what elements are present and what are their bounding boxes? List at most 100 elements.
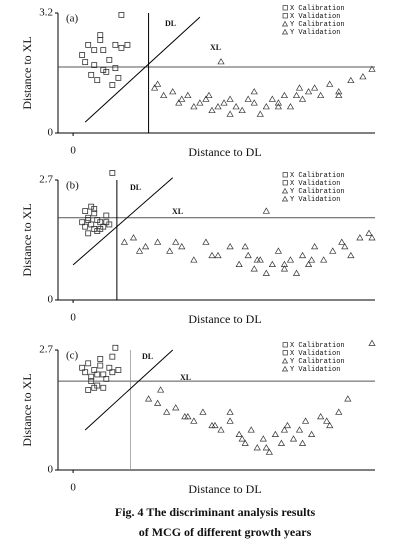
y-axis-label: Distance to XL bbox=[20, 203, 34, 276]
legend-marker bbox=[281, 20, 289, 27]
point bbox=[151, 84, 159, 91]
point bbox=[79, 364, 86, 371]
point bbox=[208, 251, 216, 259]
legend-label: X Calibration bbox=[290, 342, 345, 350]
point bbox=[135, 247, 144, 254]
point bbox=[262, 207, 270, 214]
point bbox=[82, 59, 89, 66]
point bbox=[154, 238, 162, 245]
point bbox=[82, 208, 89, 215]
point bbox=[298, 439, 307, 446]
point bbox=[356, 234, 364, 241]
legend-marker bbox=[281, 365, 289, 372]
point bbox=[103, 68, 110, 75]
point bbox=[79, 219, 86, 226]
diagonal-line bbox=[84, 349, 174, 431]
point bbox=[103, 219, 110, 226]
legend-label: Y Calibration bbox=[290, 21, 345, 29]
point bbox=[106, 56, 113, 63]
point bbox=[298, 251, 307, 259]
y-tick-label: 0 bbox=[48, 464, 54, 476]
x-tick-label: 0 bbox=[70, 482, 76, 494]
legend-label: X Validation bbox=[290, 180, 340, 188]
point bbox=[91, 47, 98, 54]
point bbox=[262, 444, 270, 451]
point bbox=[271, 430, 279, 437]
point bbox=[109, 353, 116, 360]
point bbox=[295, 426, 304, 433]
point bbox=[85, 41, 92, 48]
point bbox=[265, 448, 273, 455]
point bbox=[317, 412, 325, 420]
point bbox=[344, 395, 352, 402]
point bbox=[109, 82, 116, 88]
legend-label: X Calibration bbox=[290, 172, 345, 180]
point bbox=[97, 37, 104, 43]
point bbox=[190, 256, 198, 263]
point bbox=[280, 426, 289, 433]
point bbox=[112, 41, 119, 48]
point bbox=[106, 364, 113, 371]
point bbox=[301, 417, 310, 424]
legend-marker bbox=[282, 342, 288, 348]
xl-label: XL bbox=[210, 43, 221, 52]
point bbox=[253, 256, 261, 263]
point bbox=[160, 91, 168, 99]
point bbox=[79, 52, 86, 58]
point bbox=[175, 99, 183, 106]
point bbox=[88, 221, 95, 228]
legend-marker bbox=[282, 5, 288, 11]
point bbox=[97, 355, 104, 362]
point bbox=[304, 260, 313, 267]
point bbox=[304, 88, 313, 95]
point bbox=[184, 91, 192, 99]
point bbox=[118, 44, 125, 51]
point bbox=[241, 242, 249, 250]
dl-label: DL bbox=[130, 183, 141, 192]
point bbox=[289, 435, 298, 442]
point bbox=[320, 256, 328, 263]
point bbox=[226, 417, 234, 424]
point bbox=[368, 65, 376, 72]
point bbox=[262, 103, 270, 110]
point bbox=[120, 238, 129, 245]
point bbox=[311, 242, 319, 250]
point bbox=[217, 426, 225, 433]
panel-label: (a) bbox=[66, 13, 79, 25]
point bbox=[274, 103, 282, 110]
point bbox=[295, 84, 304, 91]
point bbox=[268, 95, 276, 102]
point bbox=[85, 360, 92, 367]
point bbox=[280, 265, 289, 272]
point bbox=[220, 99, 228, 106]
point bbox=[196, 99, 204, 106]
caption-line: of MCG of different growth years bbox=[139, 525, 312, 539]
point bbox=[190, 103, 198, 110]
x-axis-label: Distance to DL bbox=[188, 145, 261, 159]
point bbox=[190, 417, 198, 424]
point bbox=[335, 91, 343, 99]
point bbox=[274, 99, 282, 106]
y-tick-label: 2.7 bbox=[39, 174, 53, 186]
point bbox=[199, 408, 207, 415]
point bbox=[211, 421, 219, 429]
point bbox=[85, 387, 92, 393]
point bbox=[238, 435, 246, 442]
point bbox=[250, 265, 258, 272]
point bbox=[329, 247, 337, 254]
point bbox=[253, 444, 261, 451]
point bbox=[323, 417, 331, 424]
point bbox=[91, 205, 98, 212]
point bbox=[217, 58, 225, 65]
point bbox=[286, 103, 295, 110]
point bbox=[88, 373, 95, 380]
point bbox=[277, 439, 286, 446]
y-tick-label: 3.2 bbox=[39, 7, 53, 19]
point bbox=[184, 412, 192, 420]
point bbox=[226, 242, 234, 250]
legend-label: X Validation bbox=[290, 350, 340, 358]
legend-marker bbox=[281, 195, 289, 202]
point bbox=[280, 260, 289, 267]
point bbox=[85, 230, 92, 237]
